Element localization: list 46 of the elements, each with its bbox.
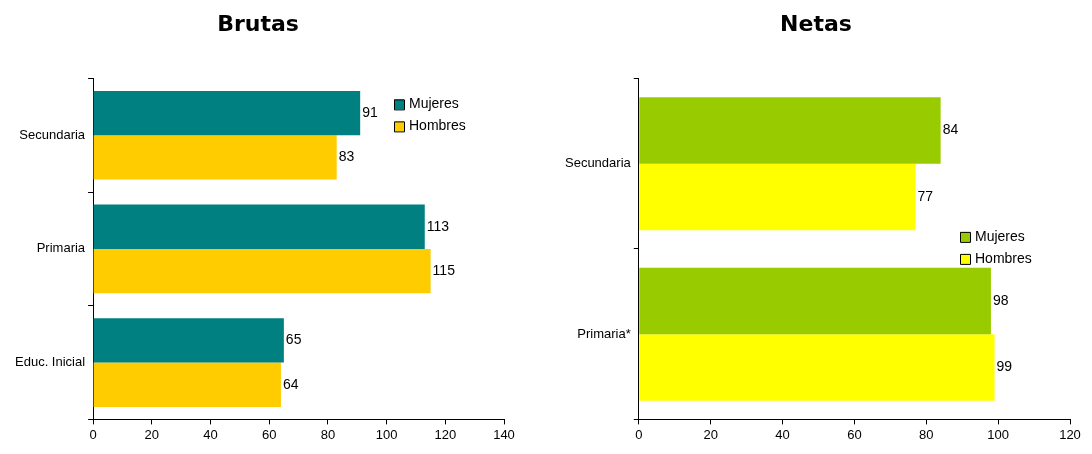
bar — [639, 334, 995, 401]
bar — [639, 163, 916, 231]
x-tick-label: 80 — [919, 426, 934, 442]
x-tick-label: 40 — [203, 426, 218, 442]
x-tick-label: 20 — [144, 426, 160, 442]
data-label: 77 — [917, 187, 934, 204]
x-tick-label: 0 — [635, 426, 643, 442]
bar — [93, 248, 431, 294]
x-tick-label: 60 — [847, 426, 862, 442]
x-tick-label: 100 — [987, 426, 1009, 442]
x-tick-label: 80 — [320, 426, 336, 442]
chart-title: Netas — [780, 10, 852, 36]
y-tick-label: Secundaria — [19, 126, 86, 142]
bar — [93, 362, 281, 407]
data-label: 99 — [996, 358, 1013, 375]
y-tick-label: Primaria — [36, 240, 86, 256]
y-tick-label: Primaria* — [577, 325, 631, 341]
legend-label: Hombres — [409, 117, 466, 134]
x-tick-label: 40 — [775, 426, 790, 442]
data-label: 91 — [362, 103, 378, 120]
bar — [639, 97, 941, 164]
y-tick-label: Educ. Inicial — [15, 354, 86, 370]
x-tick-label: 120 — [434, 426, 457, 442]
legend-label: Hombres — [975, 249, 1032, 266]
bar — [93, 318, 284, 363]
x-tick-label: 0 — [89, 426, 97, 442]
data-label: 113 — [426, 217, 450, 234]
data-label: 65 — [285, 331, 302, 348]
bar — [93, 204, 425, 249]
legend-label: Mujeres — [409, 95, 459, 112]
legend-label: Mujeres — [975, 227, 1025, 244]
data-label: 98 — [992, 291, 1009, 308]
chart-title: Brutas — [217, 10, 299, 36]
bar — [93, 135, 337, 180]
x-tick-label: 120 — [1059, 426, 1081, 442]
x-tick-label: 140 — [493, 426, 515, 442]
x-tick-label: 20 — [703, 426, 718, 442]
data-label: 115 — [432, 261, 456, 278]
data-label: 64 — [282, 375, 299, 392]
x-tick-label: 60 — [261, 426, 277, 442]
data-label: 83 — [338, 148, 355, 165]
bar — [639, 267, 991, 335]
y-tick-label: Secundaria — [564, 155, 632, 171]
x-tick-label: 100 — [375, 426, 398, 442]
bar — [93, 90, 361, 136]
data-label: 84 — [942, 121, 959, 138]
